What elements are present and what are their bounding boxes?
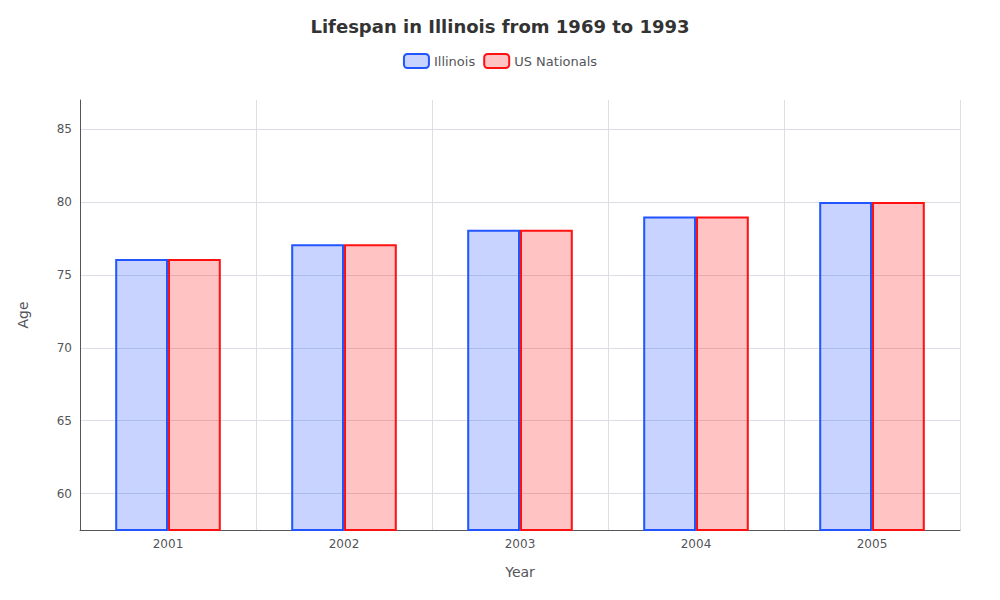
svg-text:Illinois: Illinois xyxy=(434,54,475,69)
svg-text:Age: Age xyxy=(15,301,31,328)
svg-text:2003: 2003 xyxy=(505,537,536,551)
svg-text:Lifespan in Illinois from 1969: Lifespan in Illinois from 1969 to 1993 xyxy=(310,16,689,37)
svg-text:2001: 2001 xyxy=(153,537,184,551)
svg-text:65: 65 xyxy=(57,414,72,428)
svg-text:80: 80 xyxy=(57,195,72,209)
svg-text:85: 85 xyxy=(57,122,72,136)
svg-text:2005: 2005 xyxy=(857,537,888,551)
svg-text:60: 60 xyxy=(57,487,72,501)
svg-text:2002: 2002 xyxy=(329,537,360,551)
svg-text:2004: 2004 xyxy=(681,537,712,551)
svg-text:Year: Year xyxy=(504,564,535,580)
svg-text:70: 70 xyxy=(57,341,72,355)
svg-text:75: 75 xyxy=(57,268,72,282)
svg-text:US Nationals: US Nationals xyxy=(514,54,597,69)
